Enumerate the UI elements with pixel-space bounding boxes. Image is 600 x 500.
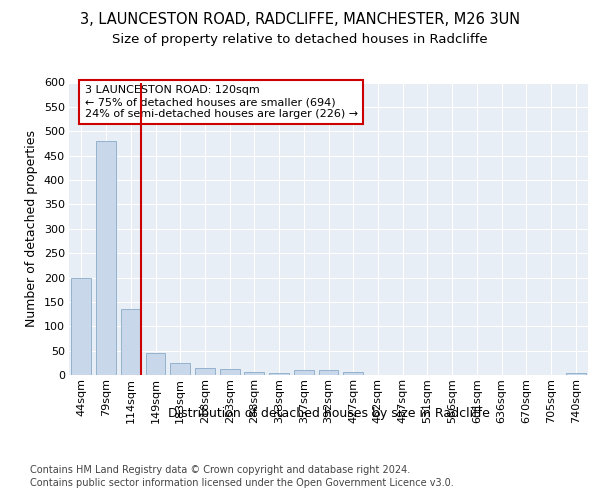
Bar [566, 372, 586, 375]
Bar [319, 370, 338, 375]
Text: Distribution of detached houses by size in Radcliffe: Distribution of detached houses by size … [168, 408, 490, 420]
Bar [343, 372, 363, 375]
Bar [294, 370, 314, 375]
Text: 3 LAUNCESTON ROAD: 120sqm
← 75% of detached houses are smaller (694)
24% of semi: 3 LAUNCESTON ROAD: 120sqm ← 75% of detac… [85, 86, 358, 118]
Text: 3, LAUNCESTON ROAD, RADCLIFFE, MANCHESTER, M26 3UN: 3, LAUNCESTON ROAD, RADCLIFFE, MANCHESTE… [80, 12, 520, 28]
Bar [220, 369, 239, 375]
Y-axis label: Number of detached properties: Number of detached properties [25, 130, 38, 327]
Text: Contains HM Land Registry data © Crown copyright and database right 2024.: Contains HM Land Registry data © Crown c… [30, 465, 410, 475]
Bar [170, 363, 190, 375]
Bar [146, 353, 166, 375]
Text: Size of property relative to detached houses in Radcliffe: Size of property relative to detached ho… [112, 32, 488, 46]
Bar [121, 309, 140, 375]
Bar [244, 372, 264, 375]
Bar [96, 141, 116, 375]
Bar [195, 368, 215, 375]
Bar [269, 372, 289, 375]
Bar [71, 278, 91, 375]
Text: Contains public sector information licensed under the Open Government Licence v3: Contains public sector information licen… [30, 478, 454, 488]
